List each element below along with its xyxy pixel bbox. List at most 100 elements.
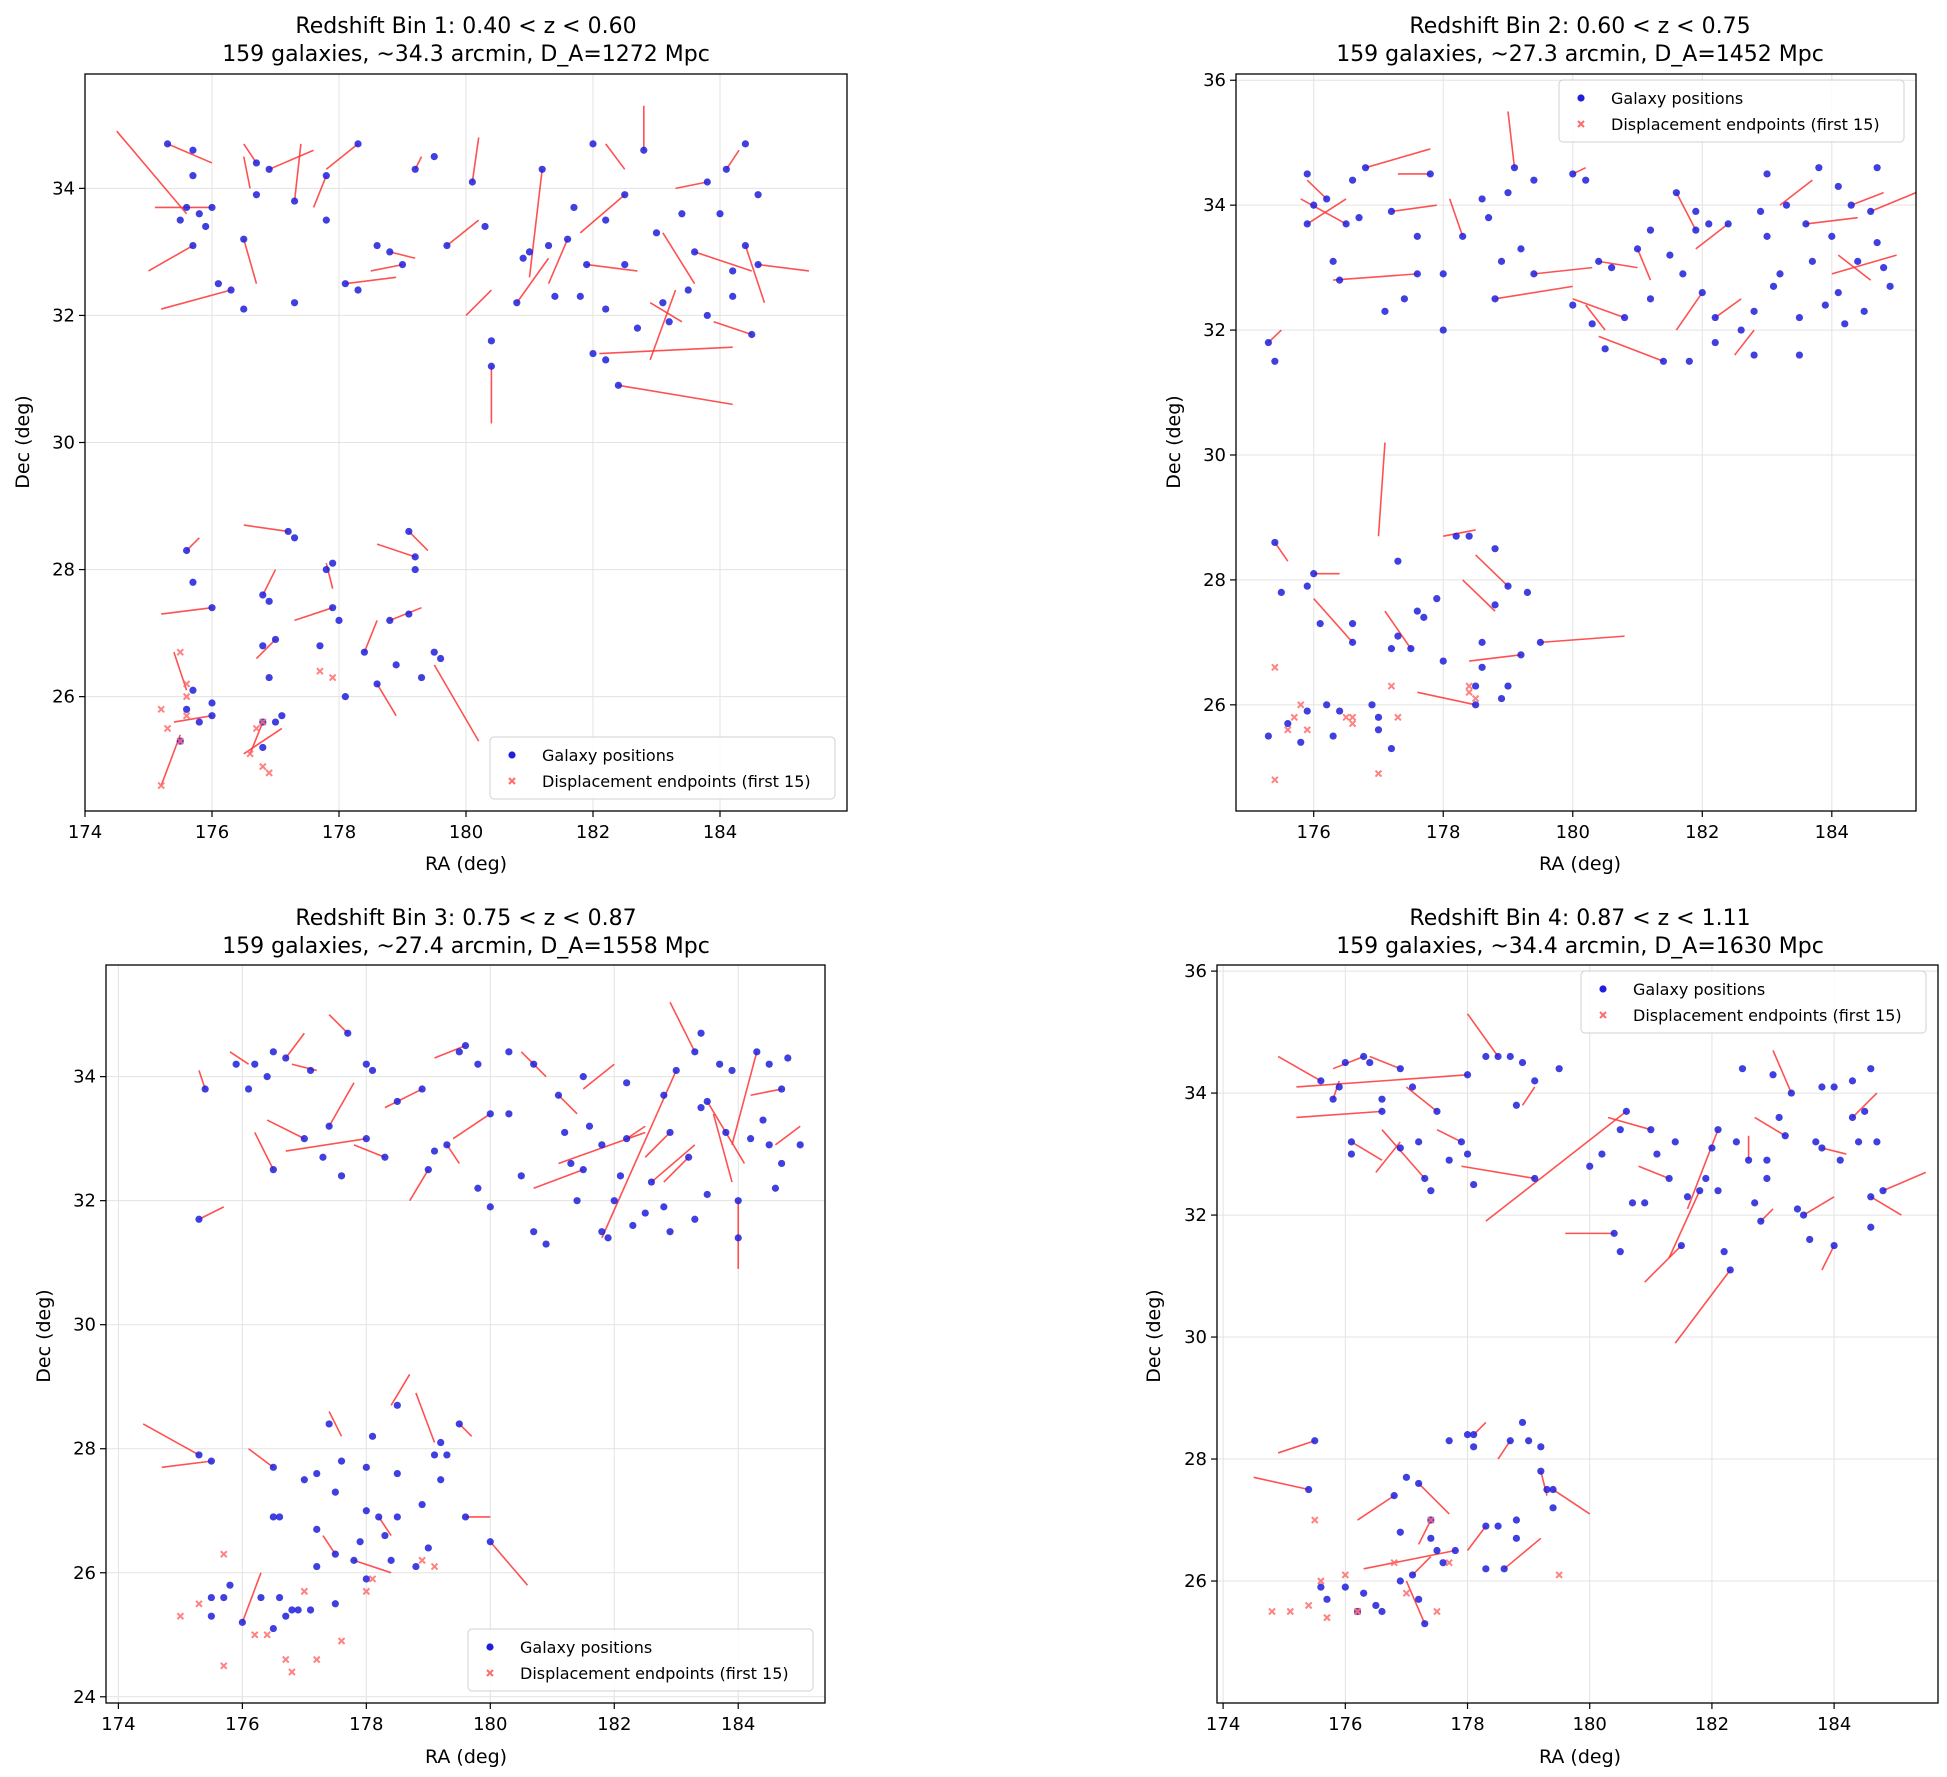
displacement-line (712, 1113, 733, 1183)
galaxy-point (567, 1159, 575, 1168)
galaxy-point (1836, 1156, 1844, 1164)
galaxy-point (685, 1153, 693, 1161)
galaxy-point (331, 1550, 339, 1558)
displacement-line (408, 530, 429, 552)
galaxy-point (387, 1556, 395, 1564)
displacement-line (1274, 541, 1289, 562)
displacement-line (1644, 1244, 1682, 1283)
galaxy-point (455, 1420, 463, 1428)
endpoint-marker (246, 750, 254, 758)
galaxy-point (341, 693, 349, 701)
endpoint-marker (1290, 713, 1298, 722)
galaxy-point (741, 241, 750, 250)
y-tick-label: 32 (52, 305, 75, 326)
galaxy-point (691, 1048, 699, 1056)
galaxy-point (313, 1525, 321, 1533)
endpoint-marker (1297, 701, 1305, 709)
displacement-line (353, 1559, 392, 1574)
chart-title: Redshift Bin 4: 0.87 < z < 1.11 (1409, 906, 1750, 931)
displacement-line (605, 143, 626, 170)
legend-endpoint-marker (1599, 1011, 1607, 1019)
galaxy-point (1491, 295, 1499, 303)
displacement-line (1540, 635, 1625, 644)
galaxy-point (1329, 257, 1337, 265)
displacement-line (1436, 1128, 1462, 1143)
displacement-line (1417, 691, 1476, 706)
galaxy-point (1861, 1107, 1869, 1115)
galaxy-point (1491, 545, 1499, 553)
displacement-line (713, 321, 753, 336)
endpoint-marker (1341, 1571, 1350, 1579)
displacement-line (370, 263, 403, 272)
y-tick-label: 30 (73, 1315, 96, 1336)
galaxy-point (616, 1172, 625, 1180)
galaxy-point (1303, 707, 1311, 715)
galaxy-point (189, 172, 197, 180)
galaxy-point (1854, 257, 1862, 265)
galaxy-point (1873, 1138, 1881, 1146)
displacement-line (285, 1137, 367, 1152)
galaxy-point (455, 1048, 463, 1056)
displacement-line (1277, 1055, 1322, 1082)
displacement-line (384, 1088, 423, 1109)
displacement-line (557, 1094, 578, 1115)
galaxy-point (437, 1476, 445, 1484)
displacement-line (1277, 1439, 1316, 1454)
x-tick-label: 176 (225, 1714, 259, 1735)
displacement-line (1552, 1488, 1591, 1515)
galaxy-point (356, 1538, 364, 1546)
galaxy-point (691, 248, 699, 256)
galaxy-point (1873, 164, 1881, 172)
galaxy-point (284, 527, 292, 536)
galaxy-point (703, 311, 711, 320)
displacement-line (363, 620, 378, 653)
galaxy-point (771, 1184, 780, 1192)
displacement-line (582, 1063, 615, 1090)
displacement-line (160, 289, 232, 310)
x-tick-label: 180 (473, 1714, 507, 1735)
galaxy-point (322, 172, 330, 180)
galaxy-point (519, 254, 527, 262)
galaxy-point (1586, 1162, 1594, 1170)
galaxy-point (1750, 307, 1758, 315)
y-tick-label: 32 (73, 1191, 96, 1212)
galaxy-point (530, 1060, 538, 1068)
displacement-line (328, 1014, 349, 1034)
galaxy-point (1378, 1107, 1386, 1115)
endpoint-marker (182, 711, 191, 720)
displacement-line (1494, 285, 1573, 300)
galaxy-point (1854, 1138, 1863, 1146)
galaxy-point (176, 216, 184, 224)
displacement-line (1497, 1440, 1511, 1460)
galaxy-point (1512, 1516, 1520, 1524)
displacement-line (1375, 1141, 1401, 1173)
galaxy-point (697, 1029, 705, 1037)
displacement-line (241, 1572, 262, 1623)
galaxy-point (1608, 264, 1616, 272)
y-axis-label: Dec (deg) (1143, 1289, 1165, 1382)
galaxy-point (1610, 1229, 1618, 1237)
x-tick-label: 182 (597, 1714, 631, 1735)
x-tick-label: 184 (721, 1714, 755, 1735)
galaxy-point (362, 1060, 370, 1068)
galaxy-point (405, 527, 413, 536)
galaxy-point (1433, 1107, 1441, 1115)
displacement-line (774, 1125, 801, 1146)
displacement-line (242, 156, 251, 189)
galaxy-point (576, 292, 584, 300)
displacement-line (599, 346, 733, 355)
galaxy-point (1394, 632, 1402, 640)
displacement-line (516, 257, 550, 304)
legend-galaxy-marker (1599, 985, 1607, 993)
displacement-line (1357, 1494, 1395, 1521)
displacement-line (293, 143, 302, 202)
galaxy-point (729, 292, 737, 300)
displacement-line (1466, 1525, 1487, 1552)
displacement-line (1734, 329, 1755, 356)
endpoint-marker (176, 737, 184, 745)
galaxy-point (1413, 607, 1421, 615)
galaxy-point (1808, 257, 1816, 265)
endpoint-marker (1353, 1607, 1362, 1616)
galaxy-point (722, 165, 730, 173)
plot-frame (105, 964, 826, 1704)
